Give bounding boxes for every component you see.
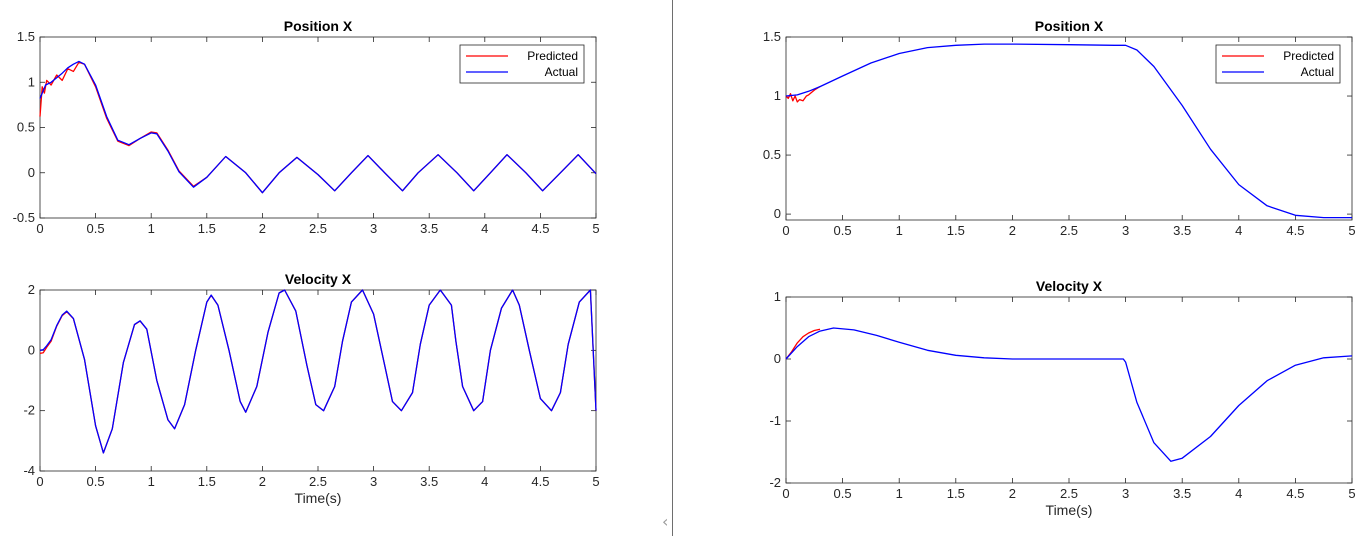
x-tick-label: 3 — [370, 474, 377, 489]
x-tick-label: 4.5 — [531, 221, 549, 236]
legend: Predicted Actual — [1215, 44, 1341, 84]
plot-area — [785, 296, 1353, 484]
x-tick-label: 1.5 — [198, 474, 216, 489]
chart-title: Position X — [1035, 18, 1104, 34]
y-tick-label: 0.5 — [17, 120, 35, 135]
series-line-actual — [785, 327, 1353, 462]
legend-entry: Predicted — [527, 49, 578, 63]
y-tick-label: 1.5 — [17, 29, 35, 44]
x-tick-label: 1.5 — [947, 486, 965, 501]
legend-box — [1215, 44, 1341, 84]
series-line-predicted — [785, 86, 821, 103]
chart-title: Position X — [284, 18, 353, 34]
x-tick-label: 3.5 — [1173, 486, 1191, 501]
x-tick-label: 3 — [370, 221, 377, 236]
x-tick-label: 5 — [592, 474, 599, 489]
x-tick-label: 5 — [1348, 223, 1355, 238]
x-tick-label: 1.5 — [198, 221, 216, 236]
y-tick-label: 1 — [28, 74, 35, 89]
y-tick-label: -2 — [769, 475, 781, 490]
x-axis-label: Time(s) — [295, 490, 342, 506]
y-tick-label: 0 — [28, 342, 35, 357]
x-tick-label: 4 — [1235, 486, 1242, 501]
x-tick-label: 1 — [896, 223, 903, 238]
window-divider[interactable] — [672, 0, 673, 536]
chart-2: Velocity X 0 0.5 1 1.5 2 2.5 3 3.5 4 4.5 5 -4 -2 0 2 Tim… — [23, 271, 599, 506]
x-tick-label: 1 — [896, 486, 903, 501]
x-tick-label: 2 — [259, 221, 266, 236]
x-tick-label: 4.5 — [1286, 223, 1304, 238]
chart-3: Position X 0 0.5 1 1.5 2 2.5 3 3.5 4 4.5 5 0 0.5 1 1.5 P… — [763, 18, 1356, 238]
y-tick-label: 1 — [774, 88, 781, 103]
legend-box — [459, 44, 585, 84]
y-tick-label: 2 — [28, 282, 35, 297]
x-tick-label: 2 — [1009, 486, 1016, 501]
chart-1: Position X0 0.5 1 1.5 2 2.5 3 3.5 4 4.5 5-0.500.51… — [13, 18, 600, 236]
y-tick-label: 0.5 — [763, 147, 781, 162]
x-tick-label: 1 — [148, 221, 155, 236]
y-tick-label: -1 — [769, 413, 781, 428]
x-tick-label: 3.5 — [1173, 223, 1191, 238]
y-tick-label: 1.5 — [763, 29, 781, 44]
x-tick-label: 0.5 — [87, 221, 105, 236]
legend-entry: Actual — [545, 65, 578, 79]
chart-title: Velocity X — [285, 271, 352, 287]
x-tick-label: 4 — [481, 474, 488, 489]
x-tick-label: 2.5 — [309, 221, 327, 236]
x-tick-label: 4.5 — [1286, 486, 1304, 501]
x-tick-label: 2 — [259, 474, 266, 489]
x-axis-label: Time(s) — [1046, 502, 1093, 518]
x-tick-label: 3 — [1122, 486, 1129, 501]
y-tick-label: 1 — [774, 289, 781, 304]
x-tick-label: 0 — [782, 486, 789, 501]
x-tick-label: 2.5 — [1060, 223, 1078, 238]
x-tick-label: 4 — [481, 221, 488, 236]
x-tick-label: 2.5 — [1060, 486, 1078, 501]
x-tick-label: 5 — [592, 221, 599, 236]
x-tick-label: 5 — [1348, 486, 1355, 501]
x-tick-label: 4.5 — [531, 474, 549, 489]
y-tick-label: 0 — [28, 165, 35, 180]
x-tick-label: 0 — [782, 223, 789, 238]
x-tick-label: 1 — [148, 474, 155, 489]
legend-entry: Actual — [1301, 65, 1334, 79]
series-line-actual — [785, 43, 1352, 219]
series-line-actual — [39, 60, 597, 194]
plot-area — [39, 289, 597, 472]
y-tick-label: -0.5 — [13, 210, 35, 225]
legend-entry: Predicted — [1283, 49, 1334, 63]
x-tick-label: 3.5 — [420, 221, 438, 236]
y-tick-label: -2 — [23, 403, 35, 418]
x-tick-label: 0 — [36, 221, 43, 236]
x-tick-label: 2 — [1009, 223, 1016, 238]
y-tick-label: 0 — [774, 351, 781, 366]
x-tick-label: 0.5 — [834, 486, 852, 501]
y-tick-label: 0 — [774, 206, 781, 221]
chart-4: Velocity X 0 0.5 1 1.5 2 2.5 3 3.5 4 4.5 5 -2 -1 0 1 Tim… — [769, 278, 1355, 518]
x-tick-label: 2.5 — [309, 474, 327, 489]
x-tick-label: 3.5 — [420, 474, 438, 489]
x-tick-label: 0.5 — [87, 474, 105, 489]
x-tick-label: 4 — [1235, 223, 1242, 238]
chart-title: Velocity X — [1036, 278, 1103, 294]
x-tick-label: 0 — [36, 474, 43, 489]
series-line-actual — [39, 289, 597, 454]
y-tick-label: -4 — [23, 463, 35, 478]
x-tick-label: 3 — [1122, 223, 1129, 238]
series-line-predicted — [785, 328, 821, 360]
x-tick-label: 1.5 — [947, 223, 965, 238]
x-tick-label: 0.5 — [834, 223, 852, 238]
legend: Predicted Actual — [459, 44, 585, 84]
chevron-left-icon[interactable]: ‹ — [662, 512, 669, 531]
